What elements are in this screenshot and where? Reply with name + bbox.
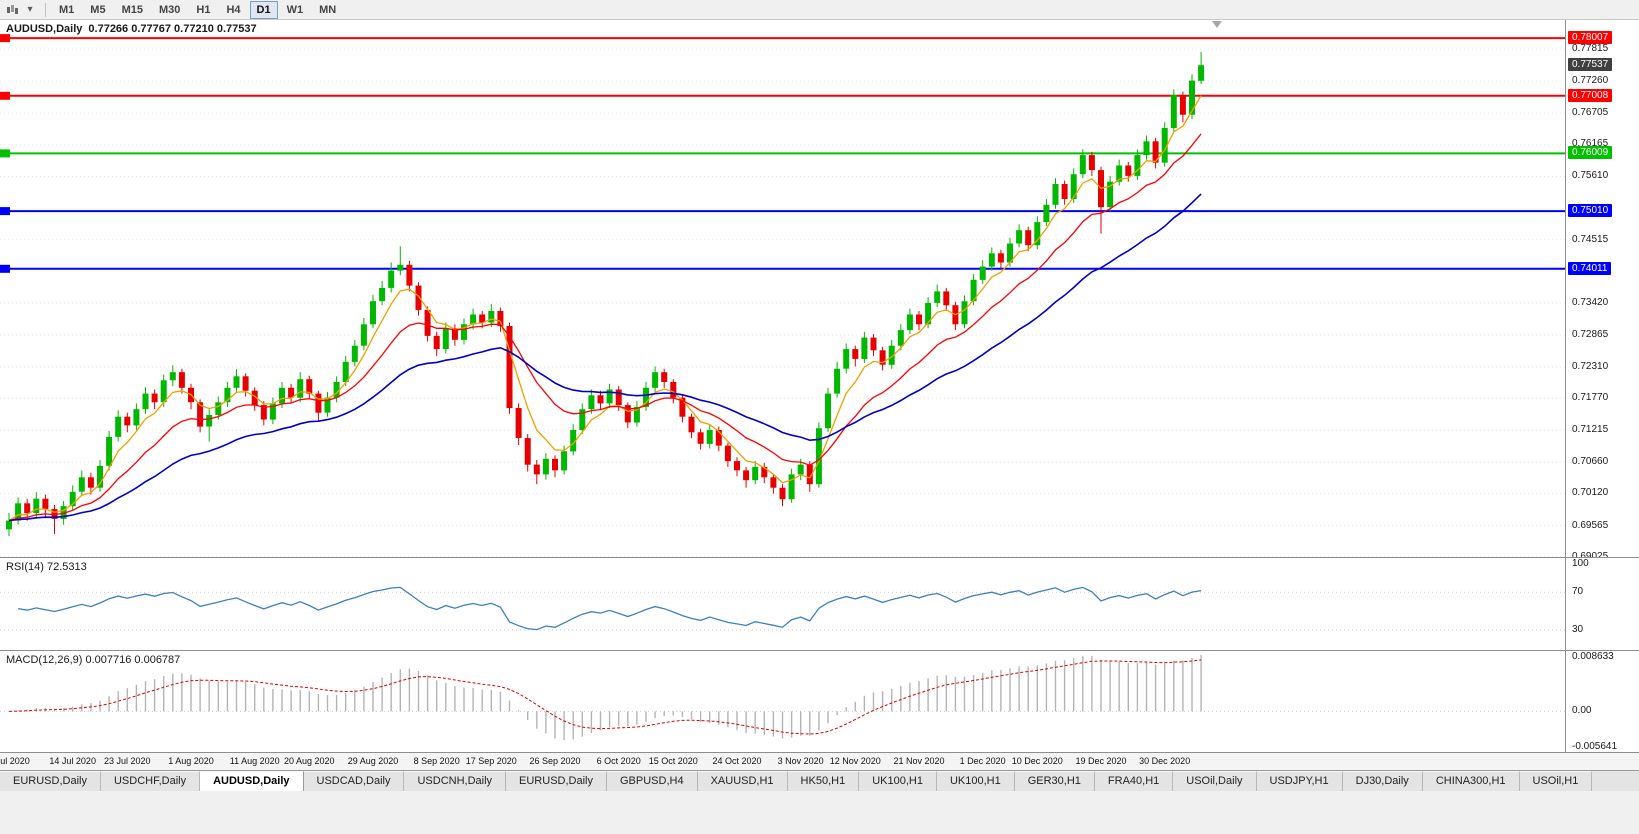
- chevron-down-icon[interactable]: ▾: [27, 4, 33, 15]
- price-axis-label: 0.76705: [1572, 107, 1609, 119]
- rsi-canvas: [0, 586, 1565, 631]
- macd-label: MACD(12,26,9) 0.007716 0.006787: [6, 654, 181, 666]
- timeframe-buttons-group: M1 M5 M15 M30 H1 H4 D1 W1 MN: [51, 0, 344, 19]
- date-label: 4 Jul 2020: [0, 756, 30, 766]
- price-axis-label: 0.69565: [1572, 519, 1609, 531]
- date-label: 19 Dec 2020: [1075, 756, 1127, 766]
- date-label: 24 Oct 2020: [712, 756, 762, 766]
- chart-tab-eurusd-daily[interactable]: EURUSD,Daily: [0, 771, 101, 791]
- date-label: 1 Dec 2020: [959, 756, 1006, 766]
- price-axis-label: 0.71770: [1572, 392, 1609, 404]
- price-axis-label: 0.72310: [1572, 361, 1609, 373]
- macd-axis-label: 0.008633: [1572, 651, 1614, 662]
- timeframe-button-H4[interactable]: H4: [226, 3, 241, 16]
- date-label: 29 Aug 2020: [347, 756, 399, 766]
- rsi-axis: 100 70 30: [1565, 558, 1639, 650]
- current-price-tag: 0.77537: [1568, 58, 1613, 72]
- chart-tab-usoil-daily[interactable]: USOil,Daily: [1173, 771, 1257, 791]
- timeframe-button-M15[interactable]: M15: [121, 3, 143, 16]
- price-axis-label: 0.75610: [1572, 170, 1609, 182]
- chart-ohlc-values: 0.77266 0.77767 0.77210 0.77537: [88, 23, 257, 35]
- hline-price-tag[interactable]: 0.74011: [1568, 261, 1612, 275]
- macd-axis-label: -0.005641: [1572, 741, 1618, 752]
- main-chart-panel[interactable]: AUDUSD,Daily 0.77266 0.77767 0.77210 0.77…: [0, 20, 1639, 561]
- price-axis-label: 0.77815: [1572, 43, 1609, 55]
- chart-tab-hk50-h1[interactable]: HK50,H1: [787, 771, 860, 791]
- timeframe-toolbar: ▾ M1 M5 M15 M30 H1 H4 D1 W1 MN: [0, 0, 1639, 20]
- price-axis-label: 0.77260: [1572, 75, 1609, 87]
- timeframe-button-M30[interactable]: M30: [158, 3, 181, 16]
- hline-price-tag[interactable]: 0.76009: [1568, 146, 1613, 160]
- hline-price-tag[interactable]: 0.75010: [1568, 204, 1613, 218]
- price-axis-label: 0.73420: [1572, 296, 1609, 308]
- toolbar-separator: [45, 2, 46, 17]
- date-label: 20 Aug 2020: [284, 756, 335, 766]
- date-label: 12 Nov 2020: [829, 756, 881, 766]
- date-label: 30 Dec 2020: [1139, 756, 1191, 766]
- date-label: 26 Sep 2020: [529, 756, 581, 766]
- timeframe-button-W1[interactable]: W1: [286, 3, 304, 16]
- chart-tab-fra40-h1[interactable]: FRA40,H1: [1094, 771, 1174, 791]
- date-label: 21 Nov 2020: [893, 756, 945, 766]
- chart-tab-uk100-h1[interactable]: UK100,H1: [936, 771, 1015, 791]
- timeframe-button-M1[interactable]: M1: [59, 3, 75, 16]
- price-axis-label: 0.71215: [1572, 424, 1609, 436]
- chart-tab-uk100-h1[interactable]: UK100,H1: [859, 771, 937, 791]
- date-label: 23 Jul 2020: [104, 756, 151, 766]
- date-label: 3 Nov 2020: [777, 756, 824, 766]
- date-axis: 4 Jul 2020 14 Jul 2020 23 Jul 2020 1 Aug 20…: [0, 752, 1639, 770]
- price-axis: 0.77815 0.77260 0.76705 0.76165 0.75610 0.745…: [1565, 20, 1639, 561]
- date-label: 1 Aug 2020: [168, 756, 214, 766]
- chart-tabs-bar: EURUSD,Daily USDCHF,Daily AUDUSD,Daily USDC…: [0, 770, 1639, 791]
- hline-price-tag[interactable]: 0.78007: [1568, 31, 1613, 45]
- hline-price-tag[interactable]: 0.77008: [1568, 88, 1613, 102]
- date-label: 10 Dec 2020: [1011, 756, 1063, 766]
- chart-tab-usdcnh-daily[interactable]: USDCNH,Daily: [404, 771, 507, 791]
- timeframe-button-H1[interactable]: H1: [196, 3, 211, 16]
- rsi-axis-label: 70: [1572, 586, 1584, 598]
- date-label: 11 Aug 2020: [229, 756, 280, 766]
- timeframe-button-MN[interactable]: MN: [319, 3, 337, 16]
- date-label: 8 Sep 2020: [413, 756, 460, 766]
- chart-tab-eurusd-daily[interactable]: EURUSD,Daily: [506, 771, 607, 791]
- date-label: 17 Sep 2020: [465, 756, 517, 766]
- rsi-axis-label: 30: [1572, 624, 1584, 635]
- chart-tab-xauusd-h1[interactable]: XAUUSD,H1: [697, 771, 788, 791]
- rsi-axis-label: 100: [1572, 558, 1589, 569]
- price-axis-label: 0.70660: [1572, 456, 1609, 468]
- timeframe-button-M5[interactable]: M5: [90, 3, 106, 16]
- rsi-panel[interactable]: RSI(14) 72.5313 100 70 30: [0, 557, 1639, 650]
- chart-tab-usdchf-daily[interactable]: USDCHF,Daily: [100, 771, 201, 791]
- price-axis-label: 0.69025: [1572, 551, 1608, 562]
- chart-tab-usdcad-daily[interactable]: USDCAD,Daily: [303, 771, 405, 791]
- candlestick-glyph: [6, 4, 18, 14]
- chart-tab-ger30-h1[interactable]: GER30,H1: [1014, 771, 1095, 791]
- macd-axis-label: 0.00: [1572, 705, 1592, 717]
- bottom-strip: [0, 791, 1639, 834]
- chart-tab-usdjpy-h1[interactable]: USDJPY,H1: [1256, 771, 1343, 791]
- chart-tab-gbpusd-h4[interactable]: GBPUSD,H4: [607, 771, 698, 791]
- date-label: 14 Jul 2020: [49, 756, 96, 766]
- timeframe-button-D1[interactable]: D1: [249, 0, 278, 19]
- chart-tab-china300-h1[interactable]: CHINA300,H1: [1422, 771, 1520, 791]
- date-label: 6 Oct 2020: [596, 756, 641, 766]
- price-axis-label: 0.70120: [1572, 487, 1609, 499]
- chart-tab-dj30-daily[interactable]: DJ30,Daily: [1342, 771, 1423, 791]
- date-label: 15 Oct 2020: [648, 756, 698, 766]
- macd-canvas: [0, 655, 1565, 741]
- macd-axis: 0.008633 0.00 -0.005641: [1565, 651, 1639, 752]
- chart-tab-audusd-daily[interactable]: AUDUSD,Daily: [200, 771, 304, 791]
- chart-title: AUDUSD,Daily 0.77266 0.77767 0.77210 0.77…: [6, 23, 257, 35]
- chart-tab-usoil-h1[interactable]: USOil,H1: [1519, 771, 1593, 791]
- price-axis-label: 0.72865: [1572, 328, 1609, 340]
- chart-type-icon[interactable]: [4, 3, 20, 17]
- price-axis-label: 0.76165: [1572, 138, 1609, 150]
- main-chart-canvas[interactable]: [0, 20, 1565, 557]
- chart-symbol-label: AUDUSD,Daily: [6, 23, 83, 35]
- macd-panel[interactable]: MACD(12,26,9) 0.007716 0.006787 0.008633…: [0, 650, 1639, 752]
- rsi-label: RSI(14) 72.5313: [6, 561, 87, 573]
- price-axis-label: 0.74515: [1572, 233, 1609, 245]
